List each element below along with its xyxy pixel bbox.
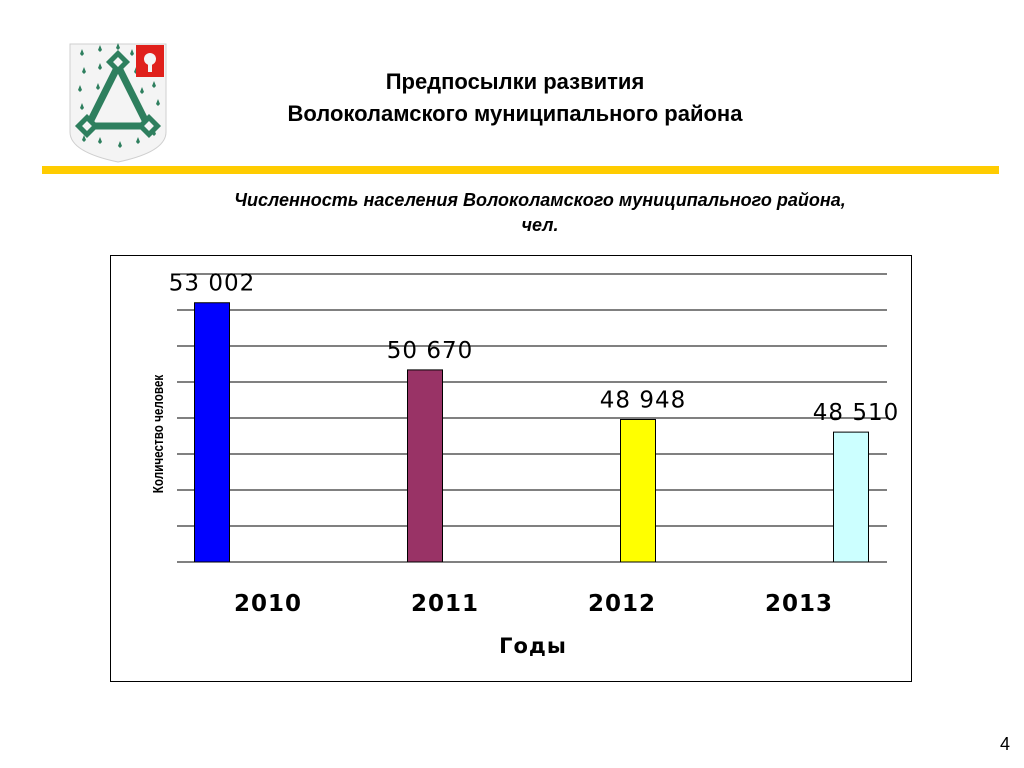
chart-title: Численность населения Волоколамского мун… [120, 188, 960, 238]
chart-title-line-2: чел. [521, 215, 559, 235]
x-axis-label: Годы [499, 634, 567, 658]
title-line-2: Волоколамского муниципального района [287, 101, 743, 126]
value-label-2012: 48 948 [600, 387, 686, 413]
bar-2010 [194, 302, 230, 563]
coat-of-arms [68, 42, 168, 164]
bar-2011 [407, 369, 443, 563]
title-line-1: Предпосылки развития [385, 69, 645, 94]
bar-chart: 53 002 2010 50 670 2011 48 948 2012 48 510 2013… [150, 271, 899, 658]
bar-2012 [620, 418, 656, 563]
category-label-2011: 2011 [411, 591, 479, 617]
value-label-2011: 50 670 [387, 338, 473, 364]
slide-title: Предпосылки развития Волоколамского муни… [150, 66, 880, 130]
y-axis-label: Количество человек [150, 375, 167, 494]
page-number: 4 [999, 734, 1010, 754]
bar-2013 [833, 431, 869, 563]
value-label-2013: 48 510 [813, 400, 899, 426]
category-label-2013: 2013 [765, 591, 833, 617]
value-label-2010: 53 002 [169, 271, 255, 297]
title-divider [42, 166, 999, 174]
category-label-2010: 2010 [234, 591, 302, 617]
category-label-2012: 2012 [588, 591, 656, 617]
chart-area: 53 002 2010 50 670 2011 48 948 2012 48 510 2013… [110, 255, 912, 682]
chart-title-line-1: Численность населения Волоколамского мун… [234, 190, 846, 210]
